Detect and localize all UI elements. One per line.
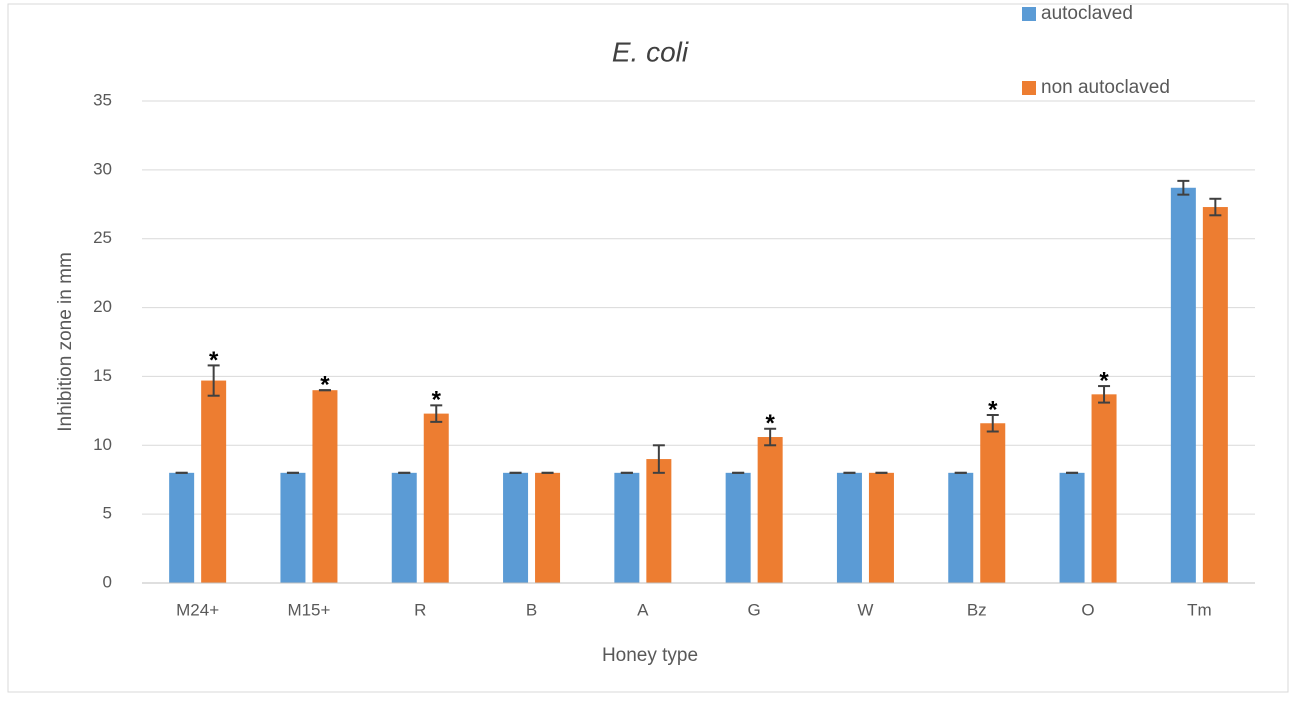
legend-label: autoclaved: [1041, 3, 1133, 24]
error-bar: [986, 413, 999, 433]
bar: [646, 459, 672, 583]
y-tick-label: 15: [93, 366, 112, 385]
bar: [868, 472, 894, 583]
bar: [948, 472, 974, 583]
error-bar: [764, 427, 777, 447]
x-tick-label: G: [748, 600, 761, 619]
bar: [391, 472, 417, 583]
bar: [503, 472, 529, 583]
bar: [1091, 394, 1117, 583]
x-axis-label: Honey type: [602, 645, 698, 666]
legend-swatch: [1022, 7, 1036, 21]
y-tick-label: 5: [103, 504, 112, 523]
legend-swatch: [1022, 81, 1036, 95]
significance-label: *: [988, 396, 998, 423]
x-tick-label: M15+: [287, 600, 330, 619]
x-tick-label: O: [1081, 600, 1094, 619]
legend-label: non autoclaved: [1041, 77, 1170, 98]
chart-border: [7, 3, 1289, 693]
significance-label: *: [209, 347, 219, 374]
bar: [1059, 472, 1085, 583]
bar: [980, 423, 1006, 583]
y-tick-label: 35: [93, 90, 112, 109]
y-tick-label: 20: [93, 297, 112, 316]
x-tick-label: R: [414, 600, 426, 619]
error-bar: [1209, 197, 1222, 217]
x-tick-label: M24+: [176, 600, 219, 619]
bar: [1202, 207, 1228, 584]
x-tick-label: Bz: [967, 600, 987, 619]
error-bar: [1098, 385, 1111, 404]
bar: [169, 472, 195, 583]
y-tick-label: 0: [103, 572, 112, 591]
bar: [423, 413, 449, 583]
significance-label: *: [432, 387, 442, 414]
error-bar: [430, 404, 443, 423]
bar: [757, 437, 783, 583]
x-tick-label: W: [857, 600, 873, 619]
significance-label: *: [1099, 367, 1109, 394]
y-tick-label: 30: [93, 159, 112, 178]
bar: [725, 472, 751, 583]
x-tick-label: B: [526, 600, 537, 619]
x-tick-label: Tm: [1187, 600, 1212, 619]
y-axis-label: Inhibition zone in mm: [55, 252, 76, 432]
significance-label: *: [765, 410, 775, 437]
bar: [201, 380, 227, 583]
y-tick-label: 25: [93, 228, 112, 247]
error-bar: [652, 444, 665, 474]
x-tick-label: A: [637, 600, 649, 619]
bar: [836, 472, 862, 583]
error-bar: [1177, 179, 1190, 196]
error-bar: [207, 364, 220, 397]
significance-label: *: [320, 372, 330, 399]
y-tick-label: 10: [93, 435, 112, 454]
bar: [312, 390, 338, 583]
bar: [614, 472, 640, 583]
chart-title: E. coli: [612, 36, 689, 67]
bar: [1170, 187, 1196, 583]
bar: [280, 472, 306, 583]
bar: [535, 472, 561, 583]
